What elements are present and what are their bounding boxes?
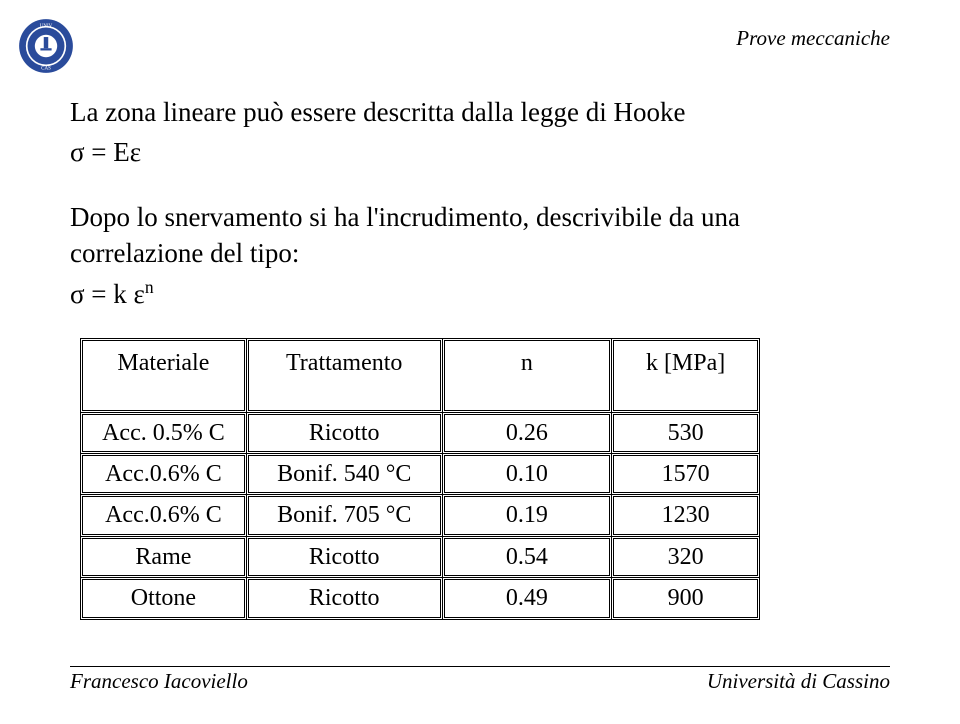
table-cell: Ricotto [246,412,442,453]
table-cell: Ricotto [246,536,442,577]
footer-row: Francesco Iacoviello Università di Cassi… [70,669,890,694]
footer-rule [70,666,890,667]
svg-text:CAS: CAS [41,66,51,72]
table-cell: 1230 [612,495,760,536]
table-cell: 0.19 [442,495,612,536]
table-row: Acc.0.6% CBonif. 705 °C0.191230 [81,495,760,536]
table-cell: Acc. 0.5% C [81,412,247,453]
table-body: Acc. 0.5% CRicotto0.26530Acc.0.6% CBonif… [81,412,760,619]
table-row: Acc. 0.5% CRicotto0.26530 [81,412,760,453]
table-cell: Bonif. 540 °C [246,453,442,494]
table-cell: 0.54 [442,536,612,577]
materials-table: Materiale Trattamento n k [MPa] Acc. 0.5… [80,338,760,619]
col-header-n: n [442,339,612,412]
table-cell: 900 [612,578,760,619]
footer-university: Università di Cassino [707,669,890,694]
col-header-materiale: Materiale [81,339,247,412]
table-cell: Acc.0.6% C [81,495,247,536]
col-header-trattamento: Trattamento [246,339,442,412]
table-header-row: Materiale Trattamento n k [MPa] [81,339,760,412]
paragraph-hardening-line2: correlazione del tipo: [70,235,890,271]
footer: Francesco Iacoviello Università di Cassi… [70,666,890,694]
table-cell: 320 [612,536,760,577]
table-cell: 0.26 [442,412,612,453]
equation-hardening-base: σ = k ε [70,279,145,309]
table-cell: 1570 [612,453,760,494]
table-row: Acc.0.6% CBonif. 540 °C0.101570 [81,453,760,494]
table-cell: 530 [612,412,760,453]
svg-text:UNIV: UNIV [40,23,53,29]
table-cell: 0.49 [442,578,612,619]
page: UNIV CAS Prove meccaniche La zona linear… [0,0,960,724]
table-cell: 0.10 [442,453,612,494]
footer-author: Francesco Iacoviello [70,669,248,694]
table-cell: Rame [81,536,247,577]
table-cell: Ricotto [246,578,442,619]
table-cell: Acc.0.6% C [81,453,247,494]
equation-hardening-exp: n [145,277,154,297]
header-topic: Prove meccaniche [736,26,890,51]
table-cell: Bonif. 705 °C [246,495,442,536]
equation-hardening: σ = k εn [70,276,890,312]
col-header-k: k [MPa] [612,339,760,412]
table-row: RameRicotto0.54320 [81,536,760,577]
equation-hooke: σ = Eε [70,134,890,170]
paragraph-hooke: La zona lineare può essere descritta dal… [70,94,890,130]
university-seal-logo: UNIV CAS [18,18,74,74]
paragraph-hardening-line1: Dopo lo snervamento si ha l'incrudimento… [70,199,890,235]
table-cell: Ottone [81,578,247,619]
main-content: La zona lineare può essere descritta dal… [70,94,890,620]
table-row: OttoneRicotto0.49900 [81,578,760,619]
